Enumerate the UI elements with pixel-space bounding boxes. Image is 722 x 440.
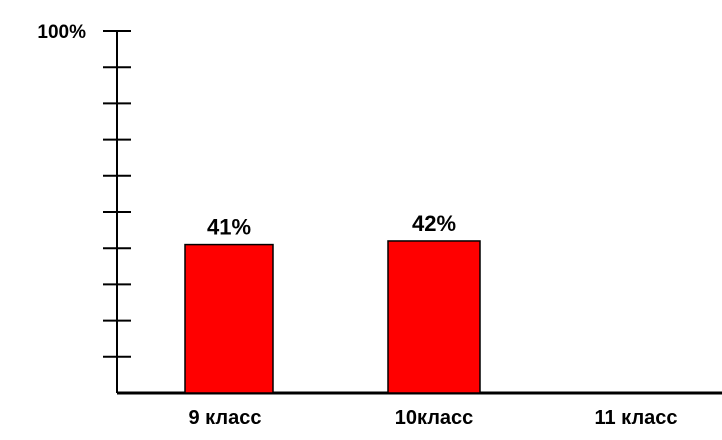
bar-1 <box>184 243 274 394</box>
category-label-3: 11 класс <box>594 407 677 429</box>
y-tick-label-top: 100% <box>37 22 86 43</box>
data-label-2: 42% <box>412 211 456 236</box>
labels: 100% 41% 9 класс 42% 10класс 11 класс <box>37 22 677 429</box>
bar-2 <box>387 240 481 394</box>
bars <box>184 240 481 394</box>
category-label-2: 10класс <box>395 407 474 429</box>
category-label-1: 9 класс <box>188 407 261 429</box>
data-label-1: 41% <box>207 215 251 240</box>
